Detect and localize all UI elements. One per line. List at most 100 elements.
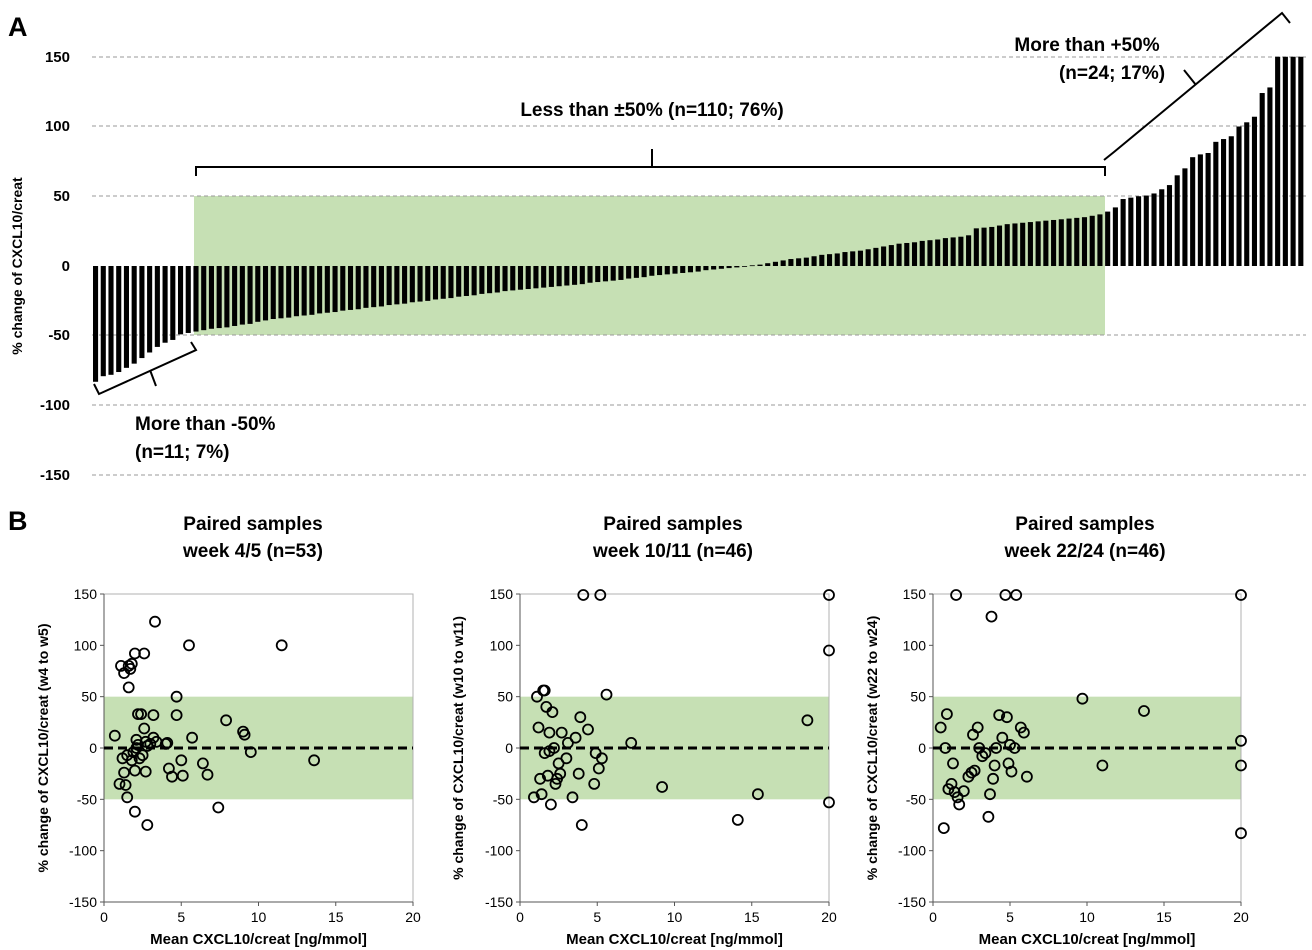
data-point bbox=[147, 709, 160, 721]
bar bbox=[857, 250, 863, 267]
data-point bbox=[560, 752, 573, 765]
data-point bbox=[138, 647, 151, 660]
bar bbox=[378, 266, 384, 307]
y-tick-label: 50 bbox=[497, 689, 513, 705]
bar bbox=[332, 266, 338, 313]
bar bbox=[100, 266, 106, 377]
data-point bbox=[577, 589, 590, 601]
data-point bbox=[149, 615, 161, 628]
bar bbox=[842, 252, 848, 266]
bar bbox=[177, 266, 184, 335]
bar bbox=[317, 266, 323, 314]
x-tick-label: 15 bbox=[744, 909, 760, 925]
bar bbox=[1066, 218, 1072, 266]
bar bbox=[162, 266, 168, 343]
bar bbox=[139, 266, 145, 359]
data-point bbox=[625, 737, 638, 749]
bar bbox=[154, 266, 160, 347]
y-tick-label: 0 bbox=[505, 740, 513, 756]
y-tick-labels: 150 100 50 0 -50 -100 -150 bbox=[40, 49, 70, 484]
data-point bbox=[985, 610, 998, 623]
data-point bbox=[532, 721, 545, 734]
bar bbox=[695, 266, 701, 272]
x-axis-label: Mean CXCL10/creat [ng/mmol] bbox=[566, 931, 783, 948]
bar bbox=[93, 266, 99, 382]
data-point bbox=[592, 762, 605, 775]
data-point bbox=[984, 788, 996, 801]
data-point bbox=[939, 742, 952, 754]
bar bbox=[796, 258, 802, 266]
data-point bbox=[1235, 589, 1247, 601]
x-axis-label: Mean CXCL10/creat [ng/mmol] bbox=[979, 931, 1196, 948]
bar bbox=[564, 266, 570, 286]
bar bbox=[525, 266, 531, 290]
bar bbox=[147, 266, 153, 353]
bar bbox=[996, 225, 1003, 266]
data-point bbox=[1010, 589, 1023, 601]
data-point bbox=[937, 822, 950, 834]
bar bbox=[1221, 139, 1227, 267]
y-tick-label: 100 bbox=[45, 118, 70, 135]
data-point bbox=[588, 778, 601, 790]
bar bbox=[618, 266, 624, 280]
x-tick-label: 15 bbox=[328, 909, 344, 925]
data-point bbox=[528, 791, 540, 804]
bar bbox=[1166, 185, 1173, 266]
bar bbox=[201, 266, 207, 331]
bar bbox=[1159, 189, 1165, 266]
data-point bbox=[186, 731, 199, 744]
bar bbox=[1004, 224, 1010, 266]
bar bbox=[409, 266, 415, 303]
y-tick-label: -150 bbox=[40, 467, 70, 484]
bracket-high bbox=[1103, 11, 1291, 161]
data-point bbox=[121, 791, 134, 804]
bar bbox=[881, 246, 887, 266]
data-point bbox=[135, 708, 148, 720]
y-axis-label: % change of CXCL10/creat (w4 to w5) bbox=[35, 624, 51, 873]
x-tick-label: 0 bbox=[100, 909, 108, 925]
bar bbox=[386, 266, 392, 306]
bar bbox=[116, 266, 122, 373]
bar bbox=[541, 266, 547, 288]
data-point bbox=[752, 788, 764, 801]
x-tick-label: 10 bbox=[667, 909, 683, 925]
bar bbox=[1089, 215, 1095, 266]
annotation-middle: Less than ±50% (n=110; 76%) bbox=[520, 100, 783, 121]
x-tick-label: 5 bbox=[593, 909, 601, 925]
data-point bbox=[594, 589, 607, 601]
subplot-title-line1: Paired samples bbox=[183, 514, 322, 535]
bar bbox=[185, 266, 191, 333]
data-point bbox=[1021, 770, 1033, 783]
bar bbox=[865, 249, 871, 266]
bar bbox=[1236, 126, 1242, 266]
data-point bbox=[1235, 759, 1247, 772]
data-point bbox=[941, 708, 953, 720]
bar bbox=[1012, 223, 1018, 266]
data-point bbox=[982, 810, 995, 823]
bar bbox=[749, 265, 755, 267]
bar bbox=[1136, 196, 1142, 266]
bar bbox=[958, 236, 964, 266]
scatter-plot-week-22-24: Paired samples week 22/24 (n=46) 1501005… bbox=[864, 514, 1249, 948]
data-point bbox=[124, 663, 137, 675]
bar bbox=[494, 266, 500, 293]
y-tick-label: 150 bbox=[45, 49, 70, 66]
bar bbox=[432, 266, 439, 300]
bar bbox=[741, 266, 748, 267]
data-point bbox=[953, 798, 966, 811]
data-point bbox=[113, 778, 126, 790]
bar bbox=[1282, 56, 1288, 266]
data-point bbox=[546, 706, 559, 718]
bars bbox=[93, 56, 1304, 382]
y-tick-label: 100 bbox=[490, 637, 514, 653]
data-point bbox=[220, 714, 233, 727]
y-tick-label: 0 bbox=[62, 258, 70, 275]
y-tick-label: 150 bbox=[74, 586, 98, 602]
bar bbox=[502, 266, 508, 292]
y-tick-label: 0 bbox=[918, 740, 926, 756]
bar bbox=[355, 266, 361, 310]
y-axis-label: % change of CXCL10/creat (w22 to w24) bbox=[864, 616, 880, 881]
bar bbox=[896, 243, 902, 266]
data-point bbox=[976, 750, 989, 763]
data-point bbox=[1005, 765, 1018, 778]
